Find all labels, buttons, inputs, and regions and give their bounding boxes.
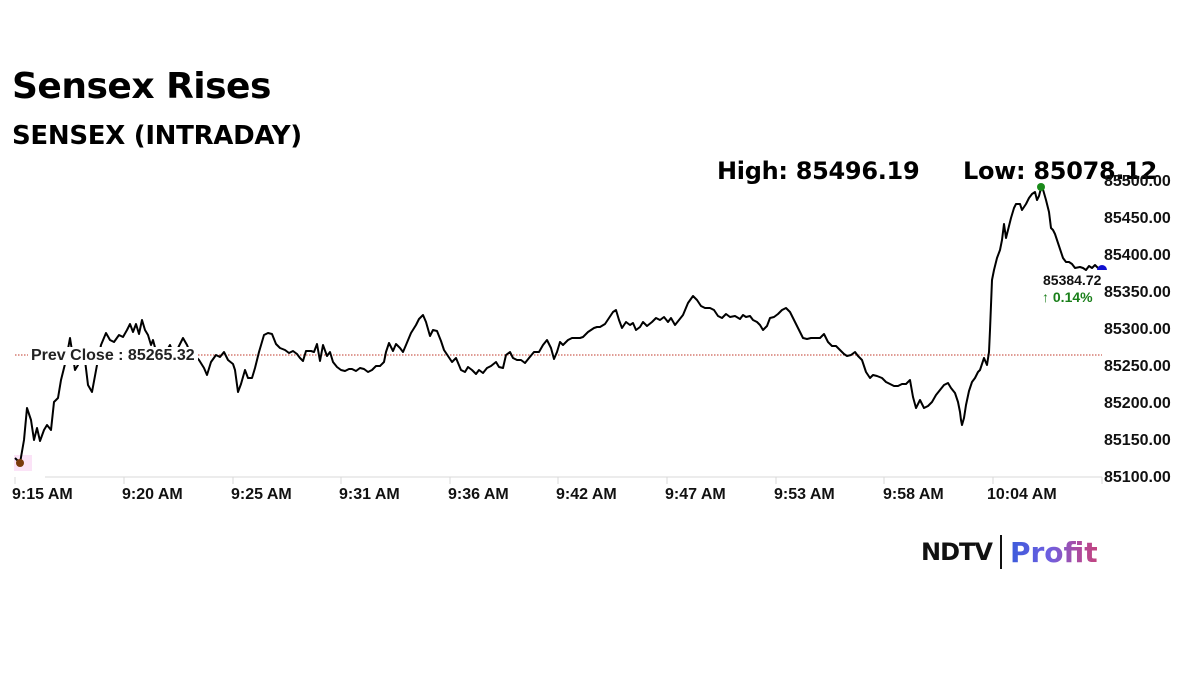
y-tick: 85300.00 <box>1104 321 1171 338</box>
prev-close-label: Prev Close : 85265.32 <box>28 347 198 365</box>
chart-subtitle: SENSEX (INTRADAY) <box>12 121 302 151</box>
y-tick: 85150.00 <box>1104 432 1171 449</box>
x-tick: 9:47 AM <box>665 486 726 503</box>
x-tick: 9:31 AM <box>339 486 400 503</box>
change-percent: ↑ 0.14% <box>1042 289 1093 305</box>
ndtv-profit-logo: NDTV Profit <box>921 535 1098 569</box>
x-tick: 9:36 AM <box>448 486 509 503</box>
x-tick: 10:04 AM <box>987 486 1057 503</box>
last-price-label: 85384.72 <box>1043 272 1102 288</box>
y-tick: 85100.00 <box>1104 469 1171 486</box>
x-tick: 9:53 AM <box>774 486 835 503</box>
last-price-marker <box>1097 265 1107 270</box>
y-tick: 85450.00 <box>1104 210 1171 227</box>
y-tick: 85400.00 <box>1104 247 1171 264</box>
y-tick: 85200.00 <box>1104 395 1171 412</box>
x-tick: 9:15 AM <box>12 486 73 503</box>
chart-title: Sensex Rises <box>12 66 271 107</box>
x-tick: 9:58 AM <box>883 486 944 503</box>
logo-ndtv: NDTV <box>921 538 993 566</box>
y-tick: 85500.00 <box>1104 173 1171 190</box>
y-tick: 85350.00 <box>1104 284 1171 301</box>
high-marker <box>1037 183 1045 191</box>
price-line <box>14 185 1101 464</box>
logo-profit: Profit <box>1009 535 1098 569</box>
x-axis-ticks <box>14 477 1103 484</box>
x-tick: 9:42 AM <box>556 486 617 503</box>
low-label: Low: 85078.12 <box>963 157 1158 185</box>
x-tick: 9:25 AM <box>231 486 292 503</box>
logo-divider <box>999 535 1002 569</box>
high-label: High: 85496.19 <box>717 157 920 185</box>
x-tick: 9:20 AM <box>122 486 183 503</box>
y-tick: 85250.00 <box>1104 358 1171 375</box>
start-marker <box>16 459 24 467</box>
